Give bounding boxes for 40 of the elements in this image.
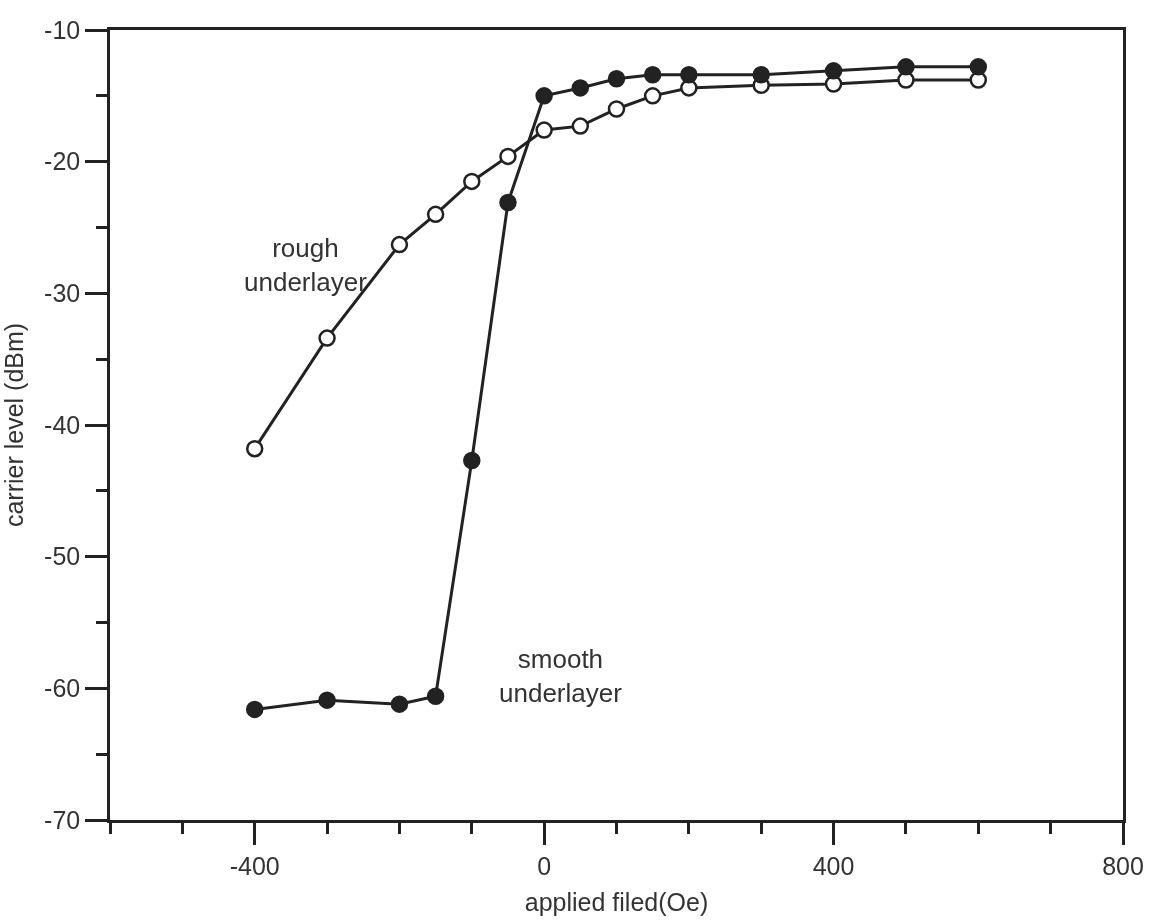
annotation: smooth underlayer — [499, 644, 623, 708]
y-tick-label: -30 — [44, 279, 81, 308]
point — [535, 121, 553, 139]
point — [571, 117, 590, 135]
point — [426, 205, 445, 224]
y-tick-label: -60 — [44, 674, 81, 703]
y-axis-title: carrier level (dBm) — [0, 322, 28, 528]
point — [824, 62, 843, 80]
point — [607, 69, 626, 88]
point — [390, 695, 409, 713]
y-tick-label: -10 — [44, 15, 81, 44]
point — [643, 66, 662, 84]
x-axis-title: applied filed(Oe) — [524, 887, 709, 916]
point — [463, 451, 481, 470]
point — [535, 87, 553, 105]
point — [426, 687, 445, 705]
x-tick-label: 800 — [1102, 851, 1144, 880]
point — [499, 147, 517, 166]
point — [390, 235, 409, 254]
annotation: rough underlayer — [244, 233, 368, 297]
point — [499, 193, 517, 212]
x-tick-label: 400 — [812, 851, 855, 880]
x-tick-label: -400 — [229, 851, 280, 880]
point — [245, 700, 264, 719]
point — [680, 66, 698, 84]
point — [643, 87, 662, 105]
point — [969, 58, 988, 76]
point — [752, 66, 770, 84]
point — [463, 172, 481, 191]
point — [897, 58, 915, 76]
x-tick-label: 0 — [537, 851, 552, 880]
y-tick-label: -50 — [44, 542, 81, 571]
point — [571, 79, 590, 97]
y-tick-label: -20 — [44, 147, 81, 176]
point — [318, 329, 336, 347]
point — [245, 439, 264, 458]
point — [318, 691, 336, 709]
y-tick-label: -40 — [44, 410, 81, 439]
y-tick-label: -70 — [44, 805, 81, 834]
point — [607, 100, 626, 118]
